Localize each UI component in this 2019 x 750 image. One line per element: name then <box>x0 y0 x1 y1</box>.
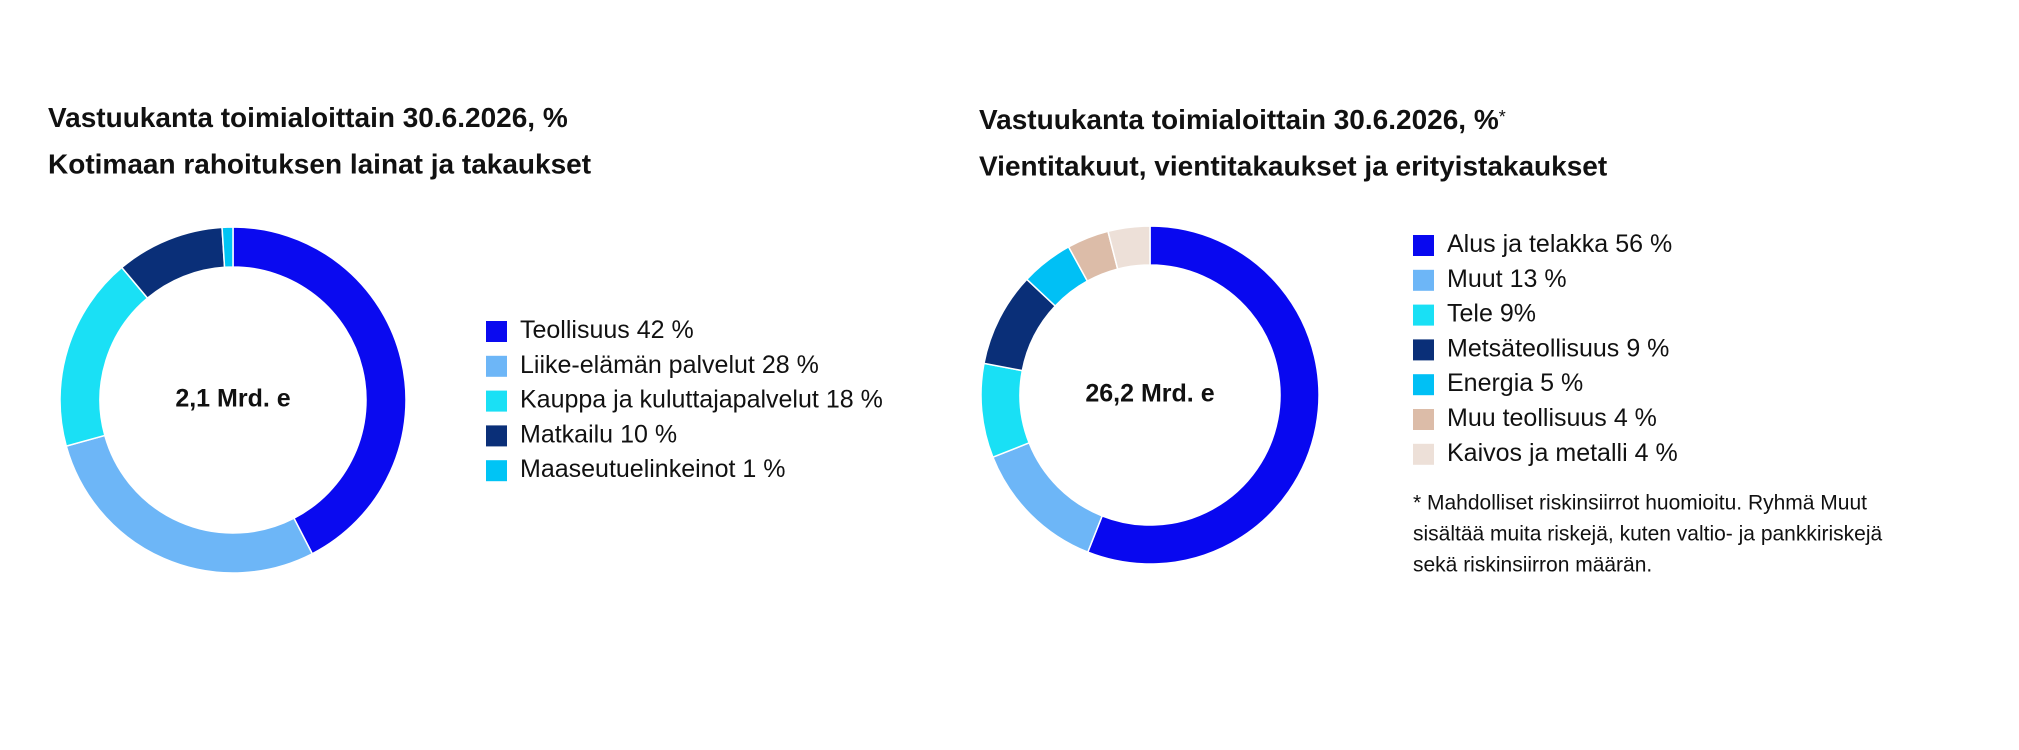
legend-name: Matkailu <box>520 420 613 448</box>
title-text: Vastuukanta toimialoittain 30.6.2026, % <box>48 102 568 133</box>
legend-swatch <box>1413 409 1434 430</box>
legend-value: 10 % <box>620 420 677 448</box>
legend-name: Muu teollisuus <box>1447 404 1607 432</box>
footnote: sisältää muita riskejä, kuten valtio- ja… <box>1413 523 1883 546</box>
legend-name: Energia <box>1447 369 1533 397</box>
legend-swatch <box>486 321 507 342</box>
chart-title: Vastuukanta toimialoittain 30.6.2026, %* <box>979 104 1506 135</box>
chart-subtitle: Kotimaan rahoituksen lainat ja takaukset <box>48 148 591 179</box>
legend-label: Kaivos ja metalli 4 % <box>1447 438 1678 466</box>
legend-value: 18 % <box>826 385 883 413</box>
legend-swatch <box>1413 374 1434 396</box>
legend-value: 9% <box>1500 299 1536 327</box>
legend-swatch <box>486 390 507 412</box>
chart-title: Vastuukanta toimialoittain 30.6.2026, % <box>48 102 568 133</box>
legend-name: Muut <box>1447 264 1503 292</box>
legend-label: Matkailu 10 % <box>520 420 677 448</box>
donut-slice <box>221 226 234 269</box>
donut-slice <box>980 362 1031 459</box>
legend-label: Metsäteollisuus 9 % <box>1447 334 1669 362</box>
legend-value: 1 % <box>742 455 785 483</box>
legend-label: Alus ja telakka 56 % <box>1447 230 1672 258</box>
legend-name: Tele <box>1447 299 1493 327</box>
legend-label: Energia 5 % <box>1447 369 1583 397</box>
legend-value: 5 % <box>1540 369 1583 397</box>
legend-label: Kauppa ja kuluttajapalvelut 18 % <box>520 385 883 413</box>
legend-name: Kauppa ja kuluttajapalvelut <box>520 385 819 413</box>
legend-value: 4 % <box>1614 404 1657 432</box>
legend-swatch <box>1413 235 1434 256</box>
legend-name: Maaseutuelinkeinot <box>520 455 735 483</box>
legend-name: Kaivos ja metalli <box>1447 438 1628 466</box>
legend-label: Teollisuus 42 % <box>520 316 694 344</box>
donut-slice <box>65 434 314 574</box>
donut-slice <box>1086 225 1320 565</box>
legend-label: Tele 9% <box>1447 299 1536 327</box>
legend-swatch <box>486 460 507 482</box>
center-label: 26,2 Mrd. e <box>1085 380 1214 408</box>
legend-value: 4 % <box>1635 438 1678 466</box>
legend-value: 56 % <box>1615 230 1672 258</box>
donut-slice <box>232 226 407 555</box>
legend-swatch <box>1413 443 1434 465</box>
legend-swatch <box>1413 304 1434 326</box>
legend-value: 28 % <box>762 350 819 378</box>
legend-name: Metsäteollisuus <box>1447 334 1619 362</box>
legend-value: 9 % <box>1626 334 1669 362</box>
legend-label: Muu teollisuus 4 % <box>1447 404 1657 432</box>
legend-label: Liike-elämän palvelut 28 % <box>520 350 819 378</box>
donut-slice <box>991 441 1104 554</box>
legend-value: 13 % <box>1510 264 1567 292</box>
center-label: 2,1 Mrd. e <box>175 385 290 413</box>
chart-subtitle: Vientitakuut, vientitakaukset ja erityis… <box>979 150 1607 181</box>
legend-label: Maaseutuelinkeinot 1 % <box>520 455 786 483</box>
legend-label: Muut 13 % <box>1447 264 1567 292</box>
donut-slice <box>59 266 149 448</box>
legend-swatch <box>1413 269 1434 291</box>
legend-swatch <box>486 355 507 377</box>
legend-name: Alus ja telakka <box>1447 230 1608 258</box>
legend-name: Teollisuus <box>520 316 630 344</box>
footnote: * Mahdolliset riskinsiirrot huomioitu. R… <box>1413 492 1867 515</box>
donut-slice <box>1107 225 1151 270</box>
title-note: * <box>1499 107 1506 127</box>
title-text: Vastuukanta toimialoittain 30.6.2026, % <box>979 104 1499 135</box>
footnote: sekä riskinsiirron määrän. <box>1413 554 1652 577</box>
legend-name: Liike-elämän palvelut <box>520 350 755 378</box>
legend-swatch <box>1413 339 1434 361</box>
legend-swatch <box>486 425 507 447</box>
legend-value: 42 % <box>637 316 694 344</box>
